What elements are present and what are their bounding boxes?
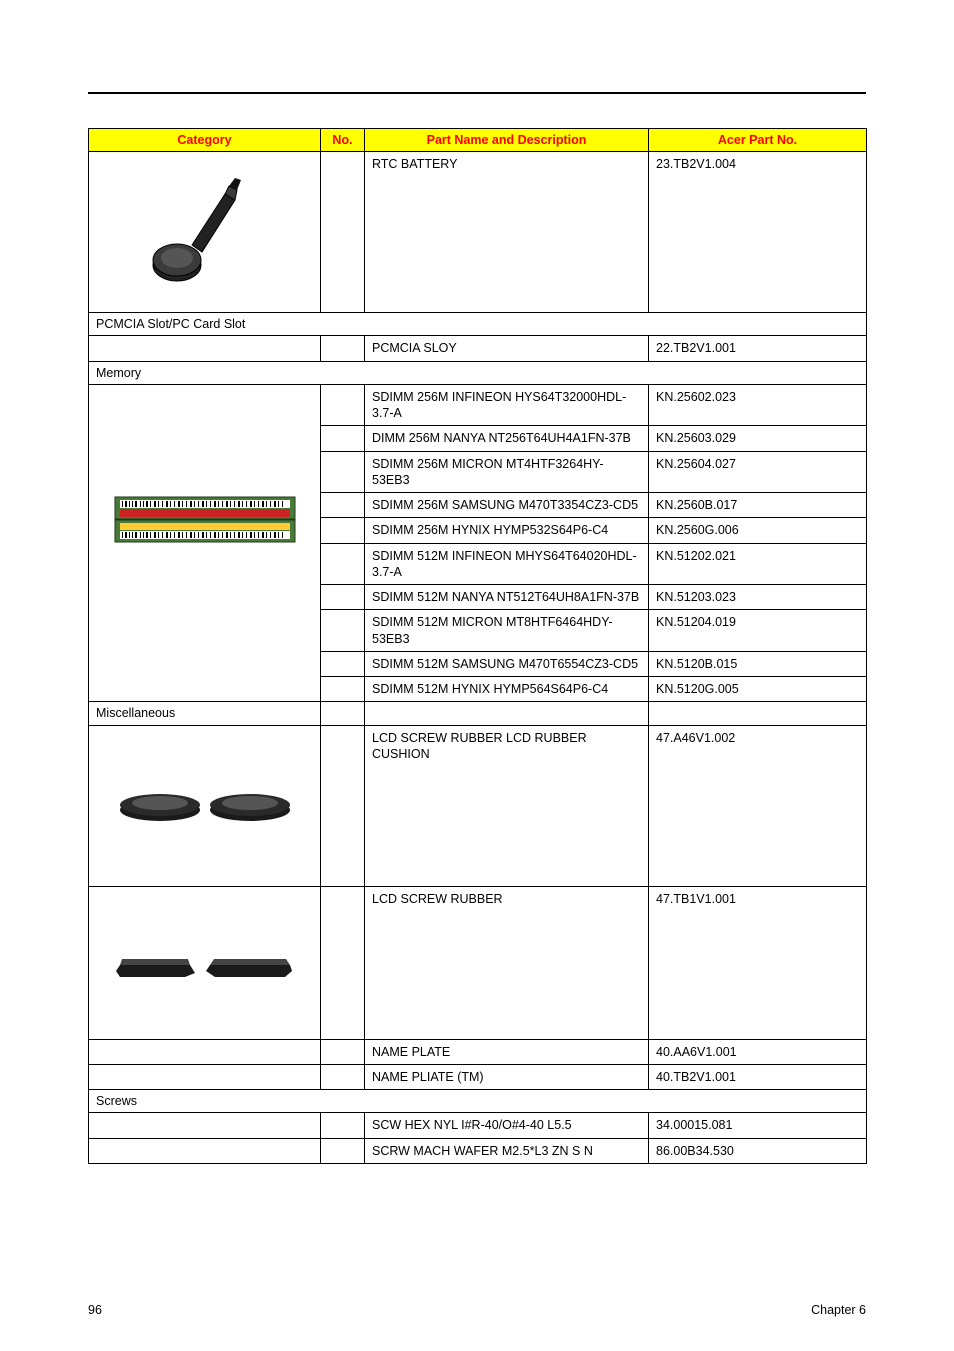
rtc-image-cell [89,152,321,313]
col-category: Category [89,129,321,152]
mem1-name: SDIMM 256M INFINEON HYS64T32000HDL-3.7-A [365,384,649,426]
pcmcia-part: 22.TB2V1.001 [649,336,867,361]
mem4-name: SDIMM 256M SAMSUNG M470T3354CZ3-CD5 [365,493,649,518]
mem4-part: KN.2560B.017 [649,493,867,518]
misc1-image-cell [89,725,321,886]
mem5-name: SDIMM 256M HYNIX HYMP532S64P6-C4 [365,518,649,543]
mem7-name: SDIMM 512M NANYA NT512T64UH8A1FN-37B [365,585,649,610]
mem8-name: SDIMM 512M MICRON MT8HTF6464HDY-53EB3 [365,610,649,652]
misc2-part: 47.TB1V1.001 [649,886,867,1039]
mem3-part: KN.25604.027 [649,451,867,493]
screw-rubber-icon [110,933,300,992]
section-misc-label: Miscellaneous [89,702,321,725]
col-no: No. [321,129,365,152]
mem1-part: KN.25602.023 [649,384,867,426]
misc1-no [321,725,365,886]
section-memory: Memory [89,361,867,384]
scr1-name: SCW HEX NYL I#R-40/O#4-40 L5.5 [365,1113,649,1138]
pcmcia-name: PCMCIA SLOY [365,336,649,361]
col-part-name: Part Name and Description [365,129,649,152]
section-memory-label: Memory [89,361,867,384]
row-mem1: SDIMM 256M INFINEON HYS64T32000HDL-3.7-A… [89,384,867,426]
parts-table: Category No. Part Name and Description A… [88,128,867,1164]
section-screws: Screws [89,1090,867,1113]
mem2-name: DIMM 256M NANYA NT256T64UH4A1FN-37B [365,426,649,451]
mem5-part: KN.2560G.006 [649,518,867,543]
table-header-row: Category No. Part Name and Description A… [89,129,867,152]
scr2-img [89,1138,321,1163]
misc1-part: 47.A46V1.002 [649,725,867,886]
misc1-name: LCD SCREW RUBBER LCD RUBBER CUSHION [365,725,649,886]
nametm-no [321,1064,365,1089]
row-nameplate: NAME PLATE 40.AA6V1.001 [89,1039,867,1064]
nameplate-name: NAME PLATE [365,1039,649,1064]
pcmcia-img [89,336,321,361]
misc2-no [321,886,365,1039]
chapter-label: Chapter 6 [811,1303,866,1317]
scr1-part: 34.00015.081 [649,1113,867,1138]
memory-image-cell [89,384,321,702]
mem10-name: SDIMM 512M HYNIX HYMP564S64P6-C4 [365,677,649,702]
memory-module-icon [110,535,300,551]
misc2-name: LCD SCREW RUBBER [365,886,649,1039]
row-scr1: SCW HEX NYL I#R-40/O#4-40 L5.5 34.00015.… [89,1113,867,1138]
nametm-name: NAME PLIATE (TM) [365,1064,649,1089]
page-container: Category No. Part Name and Description A… [0,0,954,1351]
pcmcia-no [321,336,365,361]
rtc-part: 23.TB2V1.004 [649,152,867,313]
mem2-part: KN.25603.029 [649,426,867,451]
mem6-name: SDIMM 512M INFINEON MHYS64T64020HDL-3.7-… [365,543,649,585]
mem6-part: KN.51202.021 [649,543,867,585]
top-divider [88,92,866,94]
nameplate-img [89,1039,321,1064]
row-rtc: RTC BATTERY 23.TB2V1.004 [89,152,867,313]
nametm-part: 40.TB2V1.001 [649,1064,867,1089]
row-pcmcia: PCMCIA SLOY 22.TB2V1.001 [89,336,867,361]
mem9-part: KN.5120B.015 [649,651,867,676]
misc2-image-cell [89,886,321,1039]
row-misc1: LCD SCREW RUBBER LCD RUBBER CUSHION 47.A… [89,725,867,886]
row-scr2: SCRW MACH WAFER M2.5*L3 ZN S N 86.00B34.… [89,1138,867,1163]
rtc-no [321,152,365,313]
scr1-img [89,1113,321,1138]
rtc-battery-icon [147,170,262,294]
nameplate-no [321,1039,365,1064]
mem7-part: KN.51203.023 [649,585,867,610]
scr2-no [321,1138,365,1163]
section-screws-label: Screws [89,1090,867,1113]
scr2-part: 86.00B34.530 [649,1138,867,1163]
nametm-img [89,1064,321,1089]
row-nametm: NAME PLIATE (TM) 40.TB2V1.001 [89,1064,867,1089]
section-pcmcia-label: PCMCIA Slot/PC Card Slot [89,313,867,336]
mem1-no [321,384,365,426]
mem3-name: SDIMM 256M MICRON MT4HTF3264HY-53EB3 [365,451,649,493]
section-misc: Miscellaneous [89,702,867,725]
col-acer-part: Acer Part No. [649,129,867,152]
mem10-part: KN.5120G.005 [649,677,867,702]
mem9-name: SDIMM 512M SAMSUNG M470T6554CZ3-CD5 [365,651,649,676]
rtc-name: RTC BATTERY [365,152,649,313]
scr2-name: SCRW MACH WAFER M2.5*L3 ZN S N [365,1138,649,1163]
rubber-cushion-icon [110,776,300,835]
page-footer: 96 Chapter 6 [88,1303,866,1317]
mem8-part: KN.51204.019 [649,610,867,652]
scr1-no [321,1113,365,1138]
row-misc2: LCD SCREW RUBBER 47.TB1V1.001 [89,886,867,1039]
nameplate-part: 40.AA6V1.001 [649,1039,867,1064]
page-number: 96 [88,1303,102,1317]
section-pcmcia: PCMCIA Slot/PC Card Slot [89,313,867,336]
